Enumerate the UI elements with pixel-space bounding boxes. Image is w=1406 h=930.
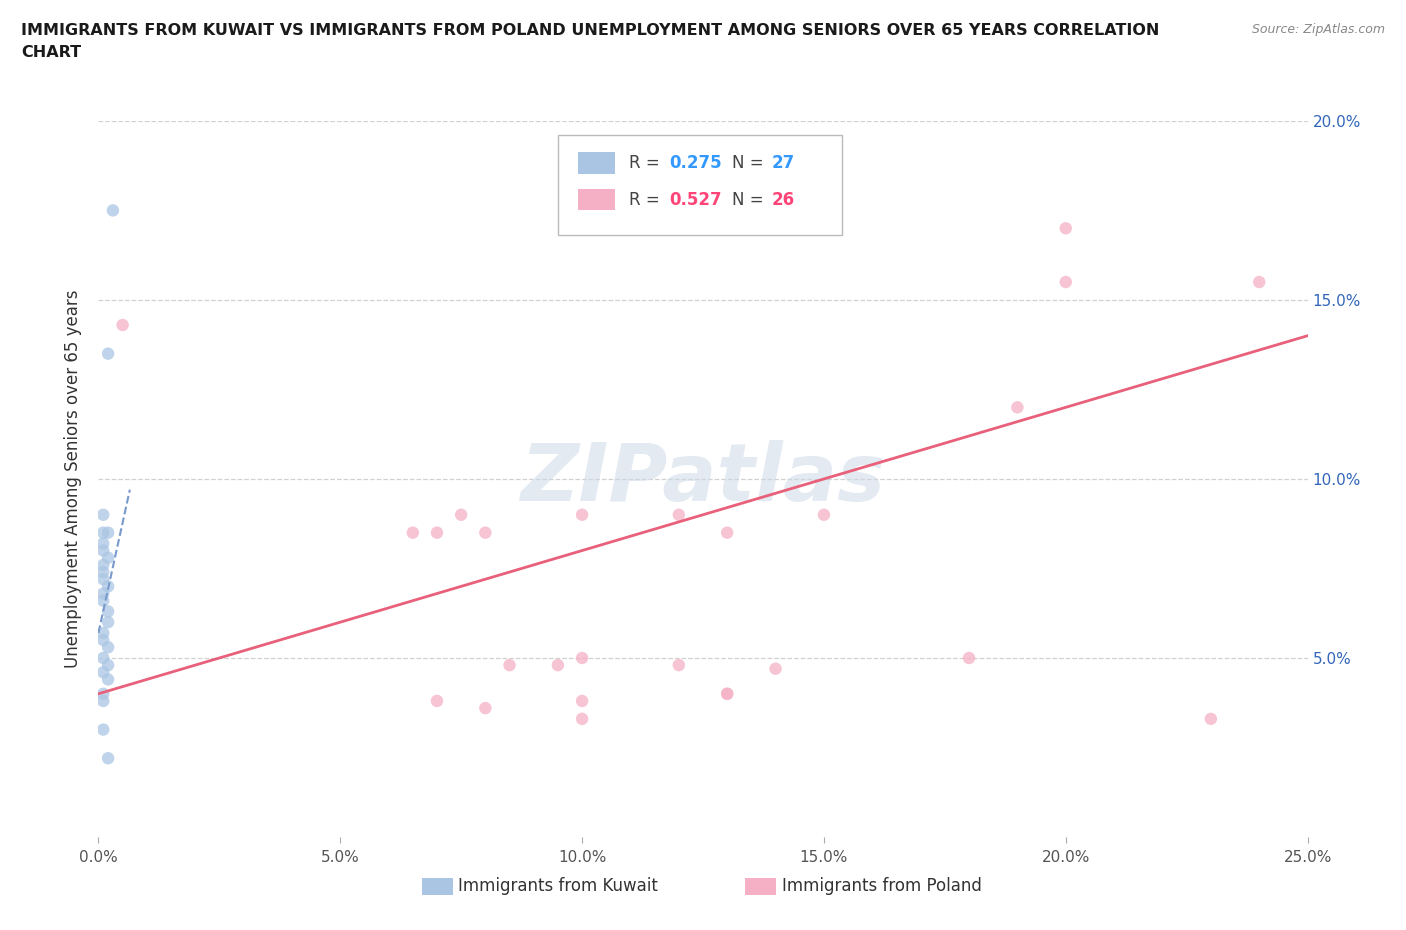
Point xyxy=(97,751,120,765)
Point xyxy=(91,543,114,558)
Point xyxy=(91,665,114,680)
Point xyxy=(426,525,449,540)
Text: 27: 27 xyxy=(772,154,796,172)
FancyBboxPatch shape xyxy=(578,153,614,174)
Text: Source: ZipAtlas.com: Source: ZipAtlas.com xyxy=(1251,23,1385,36)
Point xyxy=(101,203,124,218)
Point xyxy=(426,694,449,709)
Point xyxy=(91,593,114,608)
Point xyxy=(91,508,114,523)
Point xyxy=(813,508,835,523)
FancyBboxPatch shape xyxy=(578,189,614,210)
Point xyxy=(97,640,120,655)
Point xyxy=(91,722,114,737)
Point xyxy=(97,615,120,630)
Point xyxy=(91,626,114,641)
Point xyxy=(474,525,496,540)
Point xyxy=(1054,274,1077,289)
Point xyxy=(91,586,114,601)
Text: N =: N = xyxy=(733,191,769,208)
Point xyxy=(765,661,787,676)
Point xyxy=(1199,711,1222,726)
Point xyxy=(668,658,690,672)
Point xyxy=(91,525,114,540)
Point xyxy=(97,578,120,594)
Point xyxy=(111,317,134,332)
Point xyxy=(97,525,120,540)
Point xyxy=(571,508,593,523)
Point xyxy=(91,651,114,666)
Point xyxy=(716,686,738,701)
Point xyxy=(474,700,496,715)
Point xyxy=(91,686,114,701)
Point xyxy=(716,525,738,540)
Point xyxy=(1249,274,1271,289)
Text: 26: 26 xyxy=(772,191,794,208)
Text: Immigrants from Kuwait: Immigrants from Kuwait xyxy=(458,877,658,896)
Text: R =: R = xyxy=(630,154,665,172)
FancyBboxPatch shape xyxy=(558,135,842,235)
Point xyxy=(716,686,738,701)
Point xyxy=(402,525,425,540)
Text: ZIPatlas: ZIPatlas xyxy=(520,440,886,518)
Text: 0.527: 0.527 xyxy=(669,191,721,208)
Text: 0.275: 0.275 xyxy=(669,154,721,172)
Point xyxy=(571,694,593,709)
Text: Immigrants from Poland: Immigrants from Poland xyxy=(782,877,981,896)
Point xyxy=(97,346,120,361)
Point xyxy=(450,508,472,523)
Point xyxy=(91,536,114,551)
Point xyxy=(91,632,114,647)
Point xyxy=(1054,220,1077,235)
Text: CHART: CHART xyxy=(21,45,82,60)
Point xyxy=(97,604,120,618)
Point xyxy=(668,508,690,523)
Y-axis label: Unemployment Among Seniors over 65 years: Unemployment Among Seniors over 65 years xyxy=(65,290,83,668)
Point xyxy=(91,572,114,587)
Point xyxy=(97,672,120,687)
Point xyxy=(97,658,120,672)
Text: R =: R = xyxy=(630,191,665,208)
Point xyxy=(957,651,980,666)
Text: IMMIGRANTS FROM KUWAIT VS IMMIGRANTS FROM POLAND UNEMPLOYMENT AMONG SENIORS OVER: IMMIGRANTS FROM KUWAIT VS IMMIGRANTS FRO… xyxy=(21,23,1160,38)
Point xyxy=(97,551,120,565)
Point xyxy=(91,565,114,579)
Point xyxy=(1007,400,1029,415)
Point xyxy=(547,658,569,672)
Text: N =: N = xyxy=(733,154,769,172)
Point xyxy=(498,658,520,672)
Point xyxy=(91,694,114,709)
Point xyxy=(571,711,593,726)
Point xyxy=(571,651,593,666)
Point xyxy=(91,557,114,572)
